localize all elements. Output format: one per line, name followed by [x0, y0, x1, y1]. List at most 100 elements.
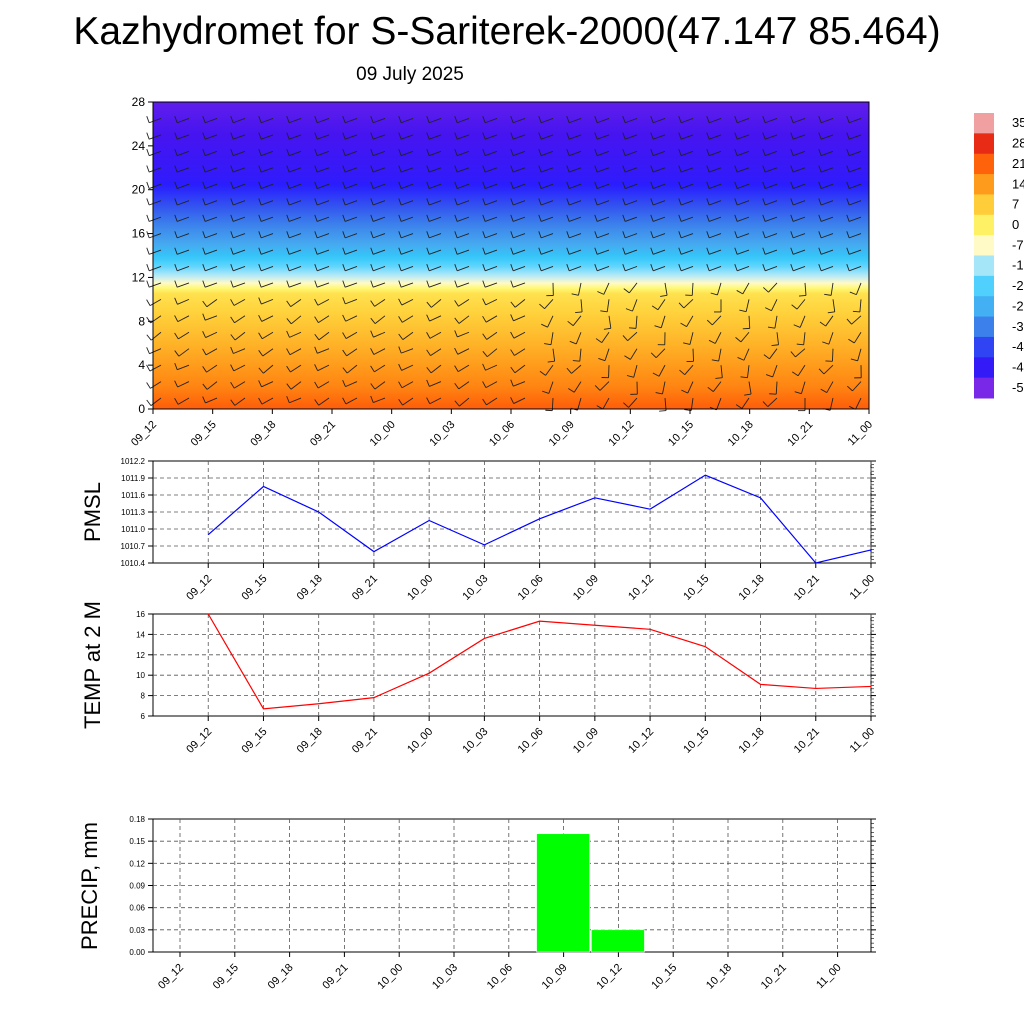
x-tick-label: 10_12 — [626, 573, 656, 603]
x-tick-label: 11_00 — [848, 726, 878, 756]
y-tick-label: 0 — [138, 402, 145, 416]
x-tick-label: 10_09 — [547, 419, 577, 449]
y-tick-label: 1011.3 — [121, 508, 145, 517]
colorbar-segment — [974, 275, 994, 297]
x-tick-label: 10_00 — [375, 962, 405, 992]
y-tick-label: 0.18 — [129, 815, 145, 824]
y-tick-label: 1011.0 — [121, 525, 145, 534]
x-tick-label: 10_09 — [571, 726, 601, 756]
x-tick-label: 11_00 — [814, 962, 844, 992]
x-tick-label: 10_00 — [405, 573, 435, 603]
x-tick-label: 10_03 — [460, 726, 490, 756]
colorbar-segment — [974, 296, 994, 318]
x-tick-label: 10_00 — [405, 726, 435, 756]
y-tick-label: 0.09 — [129, 882, 145, 891]
colorbar-segment — [974, 194, 994, 216]
x-tick-label: 09_18 — [266, 962, 296, 992]
y-tick-label: 10 — [136, 671, 145, 680]
y-axis-label: PMSL — [80, 482, 105, 542]
colorbar-label: -3 — [1012, 319, 1024, 334]
x-tick-label: 10_03 — [460, 573, 490, 603]
x-tick-label: 09_12 — [184, 726, 214, 756]
x-tick-label: 09_21 — [350, 573, 380, 603]
x-tick-label: 09_18 — [295, 573, 325, 603]
x-tick-label: 10_15 — [681, 573, 711, 603]
x-tick-label: 10_15 — [666, 419, 696, 449]
chart-title: Kazhydromet for S-Sariterek-2000(47.147 … — [73, 10, 941, 53]
colorbar-label: -2 — [1012, 298, 1024, 313]
y-tick-label: 0.12 — [129, 859, 145, 868]
colorbar-segment — [974, 133, 994, 155]
y-axis-label: PRECIP, mm — [77, 822, 102, 950]
x-tick-label: 09_12 — [184, 573, 214, 603]
x-tick-label: 09_21 — [308, 419, 338, 449]
colorbar-label: 7 — [1012, 197, 1019, 212]
colorbar-segment — [974, 235, 994, 256]
x-tick-label: 10_06 — [516, 573, 546, 603]
colorbar-label: 21 — [1012, 156, 1024, 171]
x-tick-label: 10_12 — [626, 726, 656, 756]
x-tick-label: 10_12 — [606, 419, 636, 449]
x-tick-label: 11_00 — [848, 573, 878, 603]
colorbar-label: 0 — [1012, 217, 1019, 232]
y-tick-label: 1011.6 — [121, 491, 145, 500]
x-tick-label: 10_18 — [726, 419, 756, 449]
x-tick-label: 09_12 — [156, 962, 186, 992]
y-tick-label: 1010.7 — [121, 542, 146, 551]
colorbar-label: -4 — [1012, 359, 1024, 374]
y-tick-label: 14 — [136, 630, 145, 639]
colorbar-label: -2 — [1012, 278, 1024, 293]
precip-bar — [591, 929, 645, 953]
x-tick-label: 10_12 — [594, 962, 624, 992]
wind-barbs — [146, 116, 862, 412]
y-tick-label: 24 — [132, 139, 146, 153]
x-tick-label: 10_18 — [737, 573, 767, 603]
x-tick-label: 10_21 — [792, 573, 822, 603]
y-tick-label: 1010.4 — [121, 559, 146, 568]
x-tick-label: 10_00 — [368, 419, 398, 449]
y-tick-label: 12 — [132, 270, 146, 284]
colorbar-label: -1 — [1012, 258, 1024, 273]
colorbar-label: 14 — [1012, 176, 1024, 191]
x-tick-label: 10_18 — [737, 726, 767, 756]
x-tick-label: 09_15 — [239, 573, 269, 603]
y-tick-label: 0.06 — [129, 904, 145, 913]
colorbar-label: 28 — [1012, 136, 1024, 151]
x-tick-label: 10_21 — [792, 726, 822, 756]
x-tick-label: 10_21 — [759, 962, 789, 992]
y-tick-label: 12 — [136, 651, 145, 660]
x-tick-label: 09_12 — [129, 419, 159, 449]
y-tick-label: 16 — [136, 610, 145, 619]
y-tick-label: 0.15 — [129, 837, 145, 846]
x-tick-label: 10_15 — [649, 962, 679, 992]
chart-date: 09 July 2025 — [356, 64, 464, 85]
colorbar-segment — [974, 214, 994, 236]
x-tick-label: 10_03 — [430, 962, 460, 992]
x-tick-label: 09_18 — [248, 419, 278, 449]
x-tick-label: 10_18 — [704, 962, 734, 992]
heatmap-field — [153, 102, 869, 409]
x-tick-label: 09_21 — [320, 962, 350, 992]
y-tick-label: 1012.2 — [121, 457, 146, 466]
y-tick-label: 8 — [138, 314, 145, 328]
y-tick-label: 4 — [138, 358, 145, 372]
y-tick-label: 6 — [141, 712, 146, 721]
colorbar-segment — [974, 174, 994, 195]
x-tick-label: 10_06 — [487, 419, 517, 449]
colorbar-label: 35 — [1012, 115, 1024, 130]
x-tick-label: 09_18 — [295, 726, 325, 756]
x-tick-label: 10_06 — [516, 726, 546, 756]
x-tick-label: 09_15 — [239, 726, 269, 756]
x-tick-label: 11_00 — [846, 419, 876, 449]
colorbar-segment — [974, 336, 994, 358]
colorbar-segment — [974, 357, 994, 379]
colorbar-segment — [974, 255, 994, 277]
colorbar-segment — [974, 153, 994, 175]
y-tick-label: 16 — [132, 227, 146, 241]
x-tick-label: 10_03 — [427, 419, 457, 449]
colorbar-label: -5 — [1012, 380, 1024, 395]
x-tick-label: 10_15 — [681, 726, 711, 756]
y-axis-label: TEMP at 2 M — [80, 601, 105, 729]
x-tick-label: 10_21 — [785, 419, 815, 449]
